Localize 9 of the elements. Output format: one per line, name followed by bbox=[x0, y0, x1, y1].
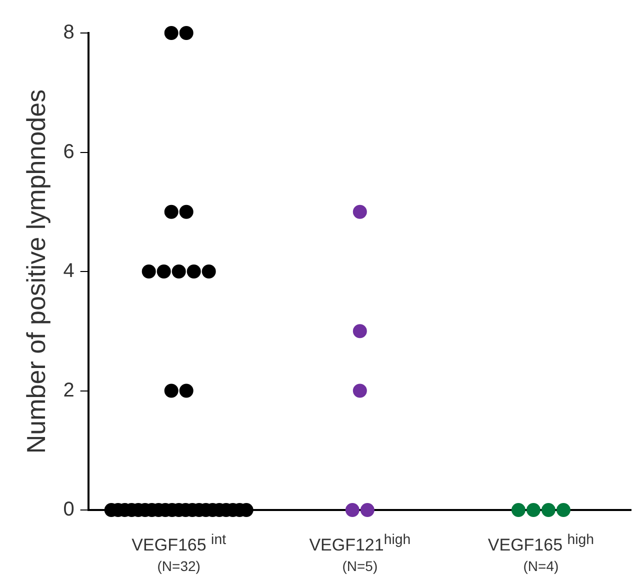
y-tick-label: 0 bbox=[63, 498, 74, 521]
x-tick-label: VEGF165 $^{int}$ (N=32) bbox=[130, 531, 227, 576]
x-tick-label: VEGF121$^{high}$ (N=5) bbox=[308, 531, 412, 576]
y-tick-label: 6 bbox=[63, 140, 74, 163]
y-axis-title: Number of positive lymphnodes bbox=[20, 89, 51, 454]
y-tick-label: 2 bbox=[63, 379, 74, 402]
x-tick-label: VEGF165 $^{high}$ (N=4) bbox=[486, 531, 596, 576]
y-tick-label: 4 bbox=[63, 260, 74, 282]
y-tick-label: 8 bbox=[63, 22, 74, 44]
